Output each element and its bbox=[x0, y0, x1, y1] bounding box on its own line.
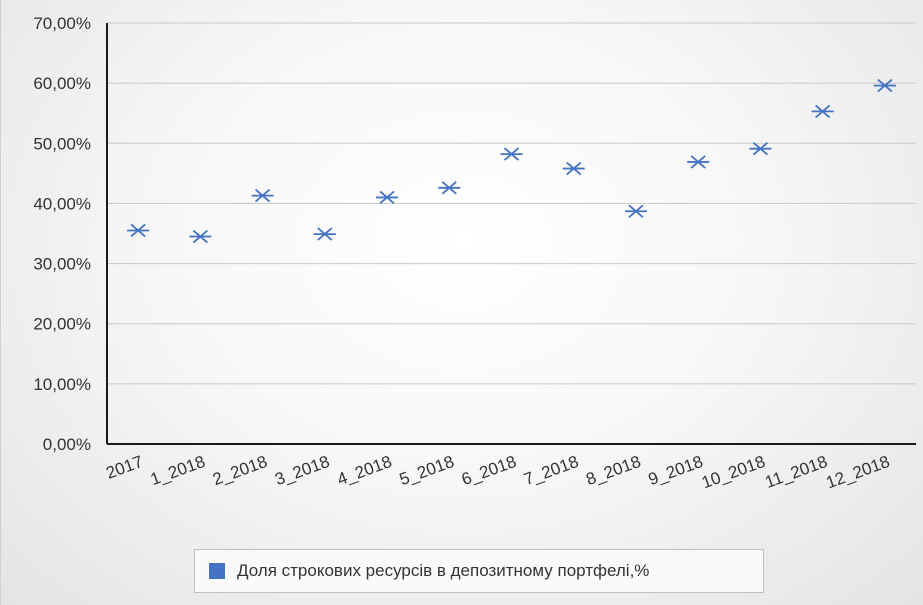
data-point bbox=[127, 223, 150, 238]
y-tick-label: 30,00% bbox=[33, 255, 91, 274]
data-point bbox=[873, 78, 896, 93]
x-tick-label: 11_2018 bbox=[763, 452, 831, 492]
legend-label: Доля строкових ресурсів в депозитному по… bbox=[237, 561, 650, 580]
x-tick-label: 1_2018 bbox=[148, 452, 208, 489]
data-point bbox=[687, 155, 710, 169]
y-tick-label: 0,00% bbox=[43, 435, 91, 454]
x-tick-label: 6_2018 bbox=[459, 452, 519, 489]
y-tick-label: 70,00% bbox=[33, 14, 91, 33]
legend: Доля строкових ресурсів в депозитному по… bbox=[194, 549, 764, 593]
data-point bbox=[811, 104, 834, 119]
x-tick-label: 8_2018 bbox=[584, 452, 644, 489]
x-tick-label: 7_2018 bbox=[521, 452, 581, 489]
data-point bbox=[438, 181, 461, 195]
y-tick-label: 60,00% bbox=[33, 74, 91, 93]
x-tick-label: 3_2018 bbox=[272, 452, 332, 489]
x-tick-label: 5_2018 bbox=[397, 452, 457, 489]
data-point bbox=[562, 161, 585, 176]
y-tick-label: 20,00% bbox=[33, 315, 91, 334]
data-point bbox=[313, 227, 336, 241]
y-tick-label: 50,00% bbox=[33, 134, 91, 153]
data-point bbox=[189, 229, 212, 244]
x-tick-label: 2_2018 bbox=[210, 452, 270, 489]
x-tick-label: 2017 bbox=[103, 452, 145, 483]
data-point bbox=[251, 188, 274, 203]
y-tick-label: 10,00% bbox=[33, 375, 91, 394]
data-point bbox=[376, 190, 399, 205]
data-point bbox=[624, 204, 647, 218]
x-tick-label: 9_2018 bbox=[646, 452, 706, 489]
x-tick-label: 4_2018 bbox=[335, 452, 395, 489]
data-point bbox=[749, 142, 772, 156]
x-tick-label: 10_2018 bbox=[699, 452, 768, 492]
data-point bbox=[500, 147, 523, 161]
legend-swatch bbox=[209, 563, 225, 579]
y-tick-label: 40,00% bbox=[33, 194, 91, 213]
x-tick-label: 12_2018 bbox=[824, 452, 893, 492]
